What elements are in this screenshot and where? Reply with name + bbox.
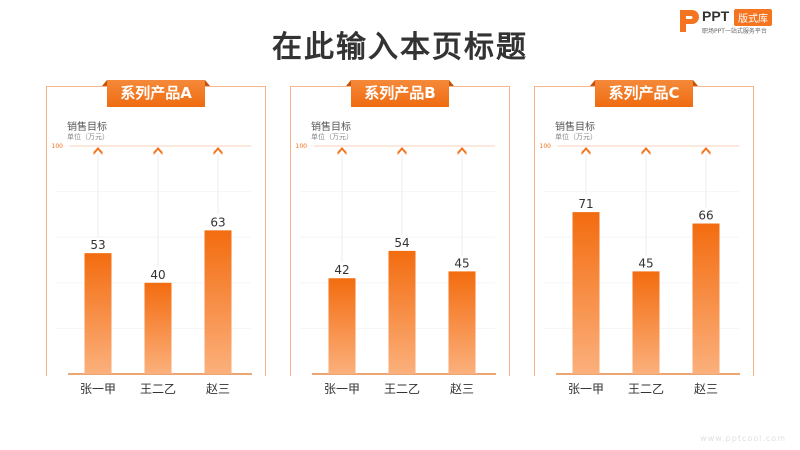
- data-label: 54: [394, 236, 409, 250]
- bar-a-3: [204, 230, 232, 374]
- y-tick-label-b: 100: [296, 143, 308, 150]
- x-tick-label: 王二乙: [384, 382, 420, 396]
- chevron-up-icon: [701, 147, 711, 155]
- ppt-logo-icon: [680, 10, 699, 32]
- panel-title-a: 系列产品A: [102, 80, 210, 107]
- data-label: 45: [638, 256, 653, 270]
- bar-c-1: [572, 212, 600, 374]
- chevron-up-icon: [153, 147, 163, 155]
- y-axis-label-c: 销售目标: [555, 122, 595, 133]
- watermark: www.pptcool.com: [700, 434, 786, 443]
- data-label: 42: [334, 263, 349, 277]
- chevron-up-icon: [641, 147, 651, 155]
- logo-tag: 版式库: [734, 9, 772, 26]
- page-title: 在此输入本页标题: [272, 30, 528, 65]
- chevron-up-icon: [93, 147, 103, 155]
- bar-b-3: [448, 271, 476, 374]
- x-tick-label: 赵三: [450, 382, 474, 396]
- data-label: 71: [578, 197, 593, 211]
- y-axis-label-a: 销售目标: [67, 122, 107, 133]
- y-axis-unit-b: 单位（万元）: [311, 133, 353, 141]
- bar-c-2: [632, 271, 660, 374]
- x-tick-label: 赵三: [206, 382, 230, 396]
- chevron-up-icon: [581, 147, 591, 155]
- y-tick-label-c: 100: [540, 143, 552, 150]
- data-label: 45: [454, 256, 469, 270]
- data-label: 40: [150, 268, 165, 282]
- x-tick-label: 张一甲: [80, 382, 116, 396]
- y-axis-unit-c: 单位（万元）: [555, 133, 597, 141]
- y-axis-label-b: 销售目标: [311, 122, 351, 133]
- chevron-up-icon: [337, 147, 347, 155]
- chevron-up-icon: [213, 147, 223, 155]
- logo-name: PPT: [702, 8, 730, 24]
- panel-title-b: 系列产品B: [346, 80, 454, 107]
- data-label: 63: [210, 215, 225, 229]
- x-tick-label: 张一甲: [324, 382, 360, 396]
- y-axis-unit-a: 单位（万元）: [67, 133, 109, 141]
- x-tick-label: 王二乙: [140, 382, 176, 396]
- chevron-up-icon: [397, 147, 407, 155]
- logo-subtitle: 职场PPT一站式服务平台: [702, 28, 767, 35]
- panel-title-c: 系列产品C: [590, 80, 698, 107]
- chevron-up-icon: [457, 147, 467, 155]
- data-label: 53: [90, 238, 105, 252]
- bar-c-3: [692, 223, 720, 374]
- data-label: 66: [698, 209, 713, 223]
- x-tick-label: 赵三: [694, 382, 718, 396]
- bar-a-2: [144, 282, 172, 374]
- bar-b-2: [388, 250, 416, 374]
- x-tick-label: 王二乙: [628, 382, 664, 396]
- brand-logo[interactable]: PPT 版式库 职场PPT一站式服务平台: [678, 8, 796, 38]
- x-tick-label: 张一甲: [568, 382, 604, 396]
- bar-a-1: [84, 253, 112, 374]
- y-tick-label-a: 100: [52, 143, 64, 150]
- bar-b-1: [328, 278, 356, 374]
